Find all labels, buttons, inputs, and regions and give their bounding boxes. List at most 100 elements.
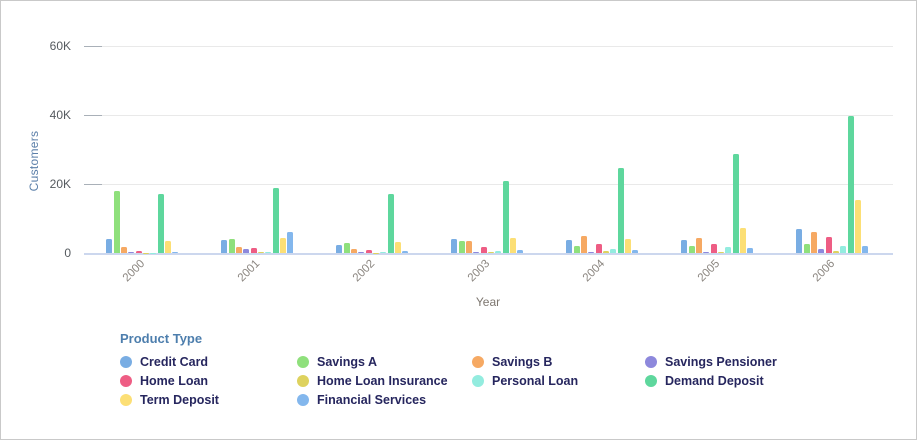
legend-item-savings-b[interactable]: Savings B bbox=[472, 355, 645, 369]
bar-home-loan-2003[interactable] bbox=[480, 246, 487, 253]
bar-home-loan-2002[interactable] bbox=[365, 249, 372, 253]
bar-demand-deposit-2001[interactable] bbox=[272, 187, 279, 253]
bar-credit-card-2003[interactable] bbox=[451, 239, 458, 253]
bar-demand-deposit-2005[interactable] bbox=[732, 153, 739, 253]
bar-personal-loan-2003[interactable] bbox=[495, 250, 502, 253]
bar-savings-b-2006[interactable] bbox=[810, 231, 817, 253]
bar-home-loan-insurance-2003[interactable] bbox=[488, 252, 494, 253]
legend-swatch-icon bbox=[472, 375, 484, 387]
bar-financial-services-2003[interactable] bbox=[517, 250, 524, 253]
bar-home-loan-insurance-2001[interactable] bbox=[258, 252, 264, 253]
legend-item-home-loan[interactable]: Home Loan bbox=[120, 374, 297, 388]
bar-savings-pensioner-2003[interactable] bbox=[473, 251, 480, 253]
bar-savings-a-2000[interactable] bbox=[113, 190, 120, 253]
bar-home-loan-2006[interactable] bbox=[825, 237, 832, 253]
bar-savings-b-2001[interactable] bbox=[235, 247, 242, 253]
bar-savings-b-2000[interactable] bbox=[120, 246, 127, 253]
legend-item-label: Personal Loan bbox=[492, 374, 579, 388]
y-axis-tick bbox=[84, 184, 102, 185]
x-axis-title: Year bbox=[475, 295, 501, 309]
bar-financial-services-2001[interactable] bbox=[287, 231, 294, 253]
bar-demand-deposit-2002[interactable] bbox=[387, 194, 394, 253]
y-tick-label: 20K bbox=[49, 177, 71, 191]
bar-financial-services-2000[interactable] bbox=[172, 252, 179, 253]
bar-term-deposit-2000[interactable] bbox=[165, 240, 172, 253]
bar-demand-deposit-2000[interactable] bbox=[157, 194, 164, 253]
bar-savings-pensioner-2002[interactable] bbox=[358, 252, 365, 253]
bar-savings-b-2004[interactable] bbox=[580, 236, 587, 253]
legend-swatch-icon bbox=[297, 394, 309, 406]
legend-item-financial-services[interactable]: Financial Services bbox=[297, 393, 472, 407]
legend-item-label: Savings A bbox=[317, 355, 377, 369]
bar-home-loan-2005[interactable] bbox=[710, 243, 717, 253]
bar-savings-pensioner-2000[interactable] bbox=[128, 252, 135, 253]
bar-financial-services-2002[interactable] bbox=[402, 251, 409, 253]
bar-demand-deposit-2006[interactable] bbox=[847, 116, 854, 253]
legend-title: Product Type bbox=[120, 331, 203, 346]
bar-savings-pensioner-2005[interactable] bbox=[703, 251, 710, 253]
bar-term-deposit-2001[interactable] bbox=[280, 238, 287, 253]
bar-credit-card-2002[interactable] bbox=[336, 244, 343, 253]
bar-savings-a-2003[interactable] bbox=[458, 240, 465, 253]
bar-savings-a-2006[interactable] bbox=[803, 244, 810, 253]
bar-financial-services-2005[interactable] bbox=[747, 248, 754, 253]
bar-credit-card-2004[interactable] bbox=[566, 239, 573, 253]
x-tick-label: 2003 bbox=[465, 257, 493, 285]
bar-savings-pensioner-2006[interactable] bbox=[818, 248, 825, 253]
x-tick-label: 2005 bbox=[695, 257, 723, 285]
bar-savings-a-2004[interactable] bbox=[573, 246, 580, 253]
bar-term-deposit-2002[interactable] bbox=[395, 241, 402, 253]
bar-home-loan-2000[interactable] bbox=[135, 251, 142, 253]
bar-personal-loan-2001[interactable] bbox=[265, 252, 272, 253]
bar-term-deposit-2006[interactable] bbox=[855, 199, 862, 253]
bar-financial-services-2006[interactable] bbox=[862, 245, 869, 253]
bar-savings-a-2002[interactable] bbox=[343, 243, 350, 253]
legend: Product Type Credit Card Savings A Savings… bbox=[120, 331, 900, 407]
y-tick-label: 0 bbox=[64, 246, 71, 260]
bar-savings-a-2001[interactable] bbox=[228, 238, 235, 253]
legend-swatch-icon bbox=[297, 375, 309, 387]
bar-personal-loan-2005[interactable] bbox=[725, 247, 732, 253]
legend-item-personal-loan[interactable]: Personal Loan bbox=[472, 374, 645, 388]
legend-item-demand-deposit[interactable]: Demand Deposit bbox=[645, 374, 900, 388]
bar-home-loan-2001[interactable] bbox=[250, 247, 257, 253]
bar-term-deposit-2005[interactable] bbox=[740, 227, 747, 253]
bar-personal-loan-2004[interactable] bbox=[610, 248, 617, 253]
legend-item-label: Home Loan bbox=[140, 374, 209, 388]
bar-savings-pensioner-2004[interactable] bbox=[588, 252, 595, 253]
bar-home-loan-insurance-2004[interactable] bbox=[603, 250, 609, 253]
x-tick-label: 2006 bbox=[810, 257, 838, 285]
bar-credit-card-2005[interactable] bbox=[681, 239, 688, 253]
legend-item-term-deposit[interactable]: Term Deposit bbox=[120, 393, 297, 407]
bar-personal-loan-2002[interactable] bbox=[380, 252, 387, 253]
bar-home-loan-insurance-2006[interactable] bbox=[833, 251, 839, 253]
bar-savings-b-2005[interactable] bbox=[695, 237, 702, 253]
bar-savings-pensioner-2001[interactable] bbox=[243, 248, 250, 253]
legend-item-savings-a[interactable]: Savings A bbox=[297, 355, 472, 369]
x-tick-label: 2002 bbox=[350, 257, 378, 285]
legend-item-home-loan-insurance[interactable]: Home Loan Insurance bbox=[297, 374, 472, 388]
bar-demand-deposit-2003[interactable] bbox=[502, 180, 509, 253]
legend-item-savings-pensioner[interactable]: Savings Pensioner bbox=[645, 355, 900, 369]
bar-home-loan-insurance-2005[interactable] bbox=[718, 252, 724, 253]
bar-credit-card-2006[interactable] bbox=[796, 228, 803, 253]
bar-personal-loan-2006[interactable] bbox=[840, 246, 847, 253]
bar-financial-services-2004[interactable] bbox=[632, 249, 639, 253]
bar-term-deposit-2004[interactable] bbox=[625, 238, 632, 253]
bar-savings-b-2002[interactable] bbox=[350, 248, 357, 253]
bar-credit-card-2001[interactable] bbox=[221, 239, 228, 253]
bar-credit-card-2000[interactable] bbox=[106, 238, 113, 253]
bar-home-loan-2004[interactable] bbox=[595, 244, 602, 253]
legend-swatch-icon bbox=[472, 356, 484, 368]
y-tick-label: 40K bbox=[49, 108, 71, 122]
bar-demand-deposit-2004[interactable] bbox=[617, 168, 624, 253]
legend-item-credit-card[interactable]: Credit Card bbox=[120, 355, 297, 369]
x-tick-label: 2004 bbox=[580, 257, 608, 285]
x-tick-label: 2001 bbox=[235, 257, 263, 285]
bar-savings-a-2005[interactable] bbox=[688, 246, 695, 253]
bar-term-deposit-2003[interactable] bbox=[510, 238, 517, 253]
bar-savings-b-2003[interactable] bbox=[465, 240, 472, 253]
legend-swatch-icon bbox=[297, 356, 309, 368]
legend-swatch-icon bbox=[645, 356, 657, 368]
legend-swatch-icon bbox=[645, 375, 657, 387]
